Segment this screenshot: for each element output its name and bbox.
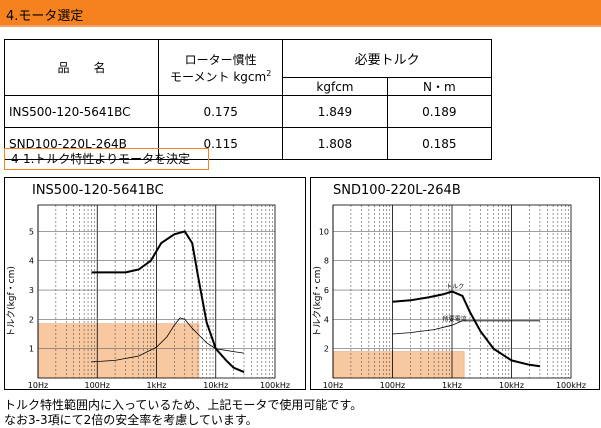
footer-line-2: なお3-3項にて2倍の安全率を考慮しています。: [4, 413, 258, 427]
table-row: SND100-220L-264B 0.115 1.808 0.185: [3, 127, 493, 160]
x-tick-label: 1kHz: [442, 381, 462, 389]
section-header-title: 4.モータ選定: [6, 9, 84, 24]
y-tick-label: 4: [324, 315, 329, 324]
row-product-name: SND100-220L-264B: [3, 127, 160, 160]
x-tick-label: 10kHz: [499, 381, 524, 389]
x-tick-label: 10kHz: [203, 381, 228, 389]
y-axis-label: トルク(kgf・cm): [6, 266, 17, 337]
y-tick-label: 8: [324, 257, 329, 266]
row-product-name: INS500-120-5641BC: [3, 95, 160, 128]
header-rotor-inertia: ローター慣性 モーメント kgcm2: [158, 39, 284, 96]
chart-1-title: INS500-120-5641BC: [32, 183, 164, 198]
torque-curve: [91, 230, 245, 374]
header-inertia-line2-text: モーメント kgcm: [170, 69, 267, 84]
footer-line-1: トルク特性範囲内に入っているため、上記モータで使用可能です。: [4, 398, 363, 412]
y-tick-label: 2: [324, 345, 329, 354]
torque-chart-1: 1234510Hz100Hz1kHz10kHz100kHzパルス速度・回転数トル…: [6, 204, 290, 389]
chart-2-title: SND100-220L-264B: [333, 183, 461, 198]
row-kgfcm: 1.808: [282, 127, 388, 160]
header-nm: N・m: [386, 77, 493, 96]
row-inertia: 0.115: [158, 127, 284, 160]
curve-label: 所要電流: [443, 315, 467, 323]
row-kgfcm: 1.849: [282, 95, 388, 128]
torque-curve: [392, 290, 541, 368]
header-product-name: 品 名: [3, 39, 160, 96]
y-tick-label: 5: [29, 227, 34, 236]
chart-panel-2: SND100-220L-264B 2 4 6 8 10 10Hz 100Hz 1kHz 10kH…: [310, 177, 600, 390]
table-header-row: 品 名 ローター慣性 モーメント kgcm2 必要トルク: [3, 39, 492, 96]
y-tick-label: 6: [324, 286, 329, 295]
header-inertia-sup: 2: [266, 68, 272, 78]
y-axis-label: トルク(kgf・cm): [312, 266, 323, 337]
row-nm: 0.189: [386, 95, 493, 128]
required-torque-region: [37, 323, 200, 379]
section-subtitle: 4-1.トルク特性よりモータを決定: [4, 148, 209, 170]
row-nm: 0.185: [386, 127, 493, 160]
plot-frame: [332, 204, 572, 379]
x-tick-label: 1kHz: [147, 381, 167, 389]
y-tick-label: 2: [29, 315, 34, 324]
header-required-torque: 必要トルク: [282, 39, 492, 78]
x-tick-label: 100Hz: [85, 381, 110, 389]
x-tick-label: 10Hz: [28, 381, 48, 389]
header-inertia-line2: モーメント kgcm2: [159, 68, 282, 85]
required-torque-region: [332, 351, 465, 379]
header-inertia-line1: ローター慣性: [184, 52, 257, 67]
x-tick-label: 10Hz: [323, 381, 343, 389]
current-curve: [91, 317, 245, 363]
y-tick-label: 10: [319, 227, 329, 236]
x-tick-label: 100kHz: [260, 381, 290, 389]
curve-label: トルク: [446, 284, 464, 291]
current-curve: [392, 320, 540, 335]
y-tick-label: 4: [29, 257, 34, 266]
section-header-bar: 4.モータ選定: [0, 0, 601, 27]
table-row: INS500-120-5641BC 0.175 1.849 0.189: [3, 95, 493, 128]
x-tick-label: 100Hz: [380, 381, 405, 389]
chart-panel-1: INS500-120-5641BC 1 2 3 4 5 10Hz 100Hz 1kHz 10kH…: [4, 177, 306, 390]
plot-frame: [37, 204, 276, 379]
y-tick-label: 3: [29, 286, 34, 295]
y-tick-label: 1: [29, 345, 34, 354]
motor-spec-table: 品 名 ローター慣性 モーメント kgcm2 必要トルク kgfcm N・m I…: [3, 39, 493, 160]
header-kgfcm: kgfcm: [282, 77, 388, 96]
row-inertia: 0.175: [158, 95, 284, 128]
torque-chart-2: 24681010Hz100Hz1kHz10kHz100kHzパルス速度・回転数ト…: [312, 204, 586, 389]
x-tick-label: 100kHz: [556, 381, 586, 389]
